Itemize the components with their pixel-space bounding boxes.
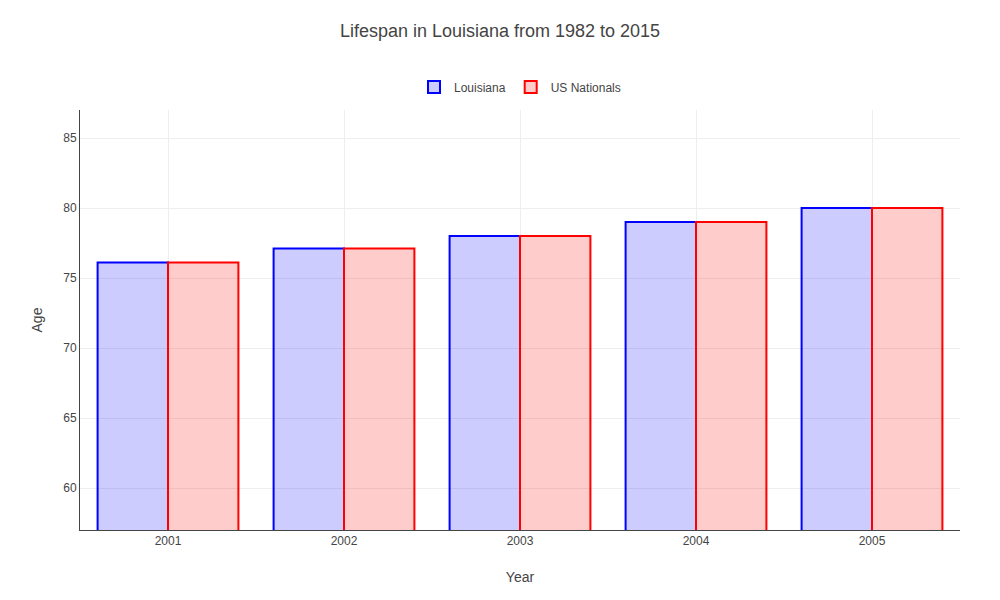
svg-text:Lifespan in Louisiana from 198: Lifespan in Louisiana from 1982 to 2015 — [340, 21, 660, 41]
svg-text:2004: 2004 — [683, 534, 710, 548]
svg-text:85: 85 — [63, 131, 77, 145]
svg-text:80: 80 — [63, 201, 77, 215]
svg-text:Age: Age — [29, 307, 45, 332]
svg-text:75: 75 — [63, 271, 77, 285]
svg-text:2002: 2002 — [331, 534, 358, 548]
svg-text:US Nationals: US Nationals — [551, 81, 621, 95]
svg-text:2005: 2005 — [859, 534, 886, 548]
svg-text:60: 60 — [63, 481, 77, 495]
svg-text:2003: 2003 — [507, 534, 534, 548]
svg-text:65: 65 — [63, 411, 77, 425]
svg-text:2001: 2001 — [155, 534, 182, 548]
svg-text:Louisiana: Louisiana — [454, 81, 506, 95]
svg-text:Year: Year — [506, 569, 535, 585]
svg-text:70: 70 — [63, 341, 77, 355]
